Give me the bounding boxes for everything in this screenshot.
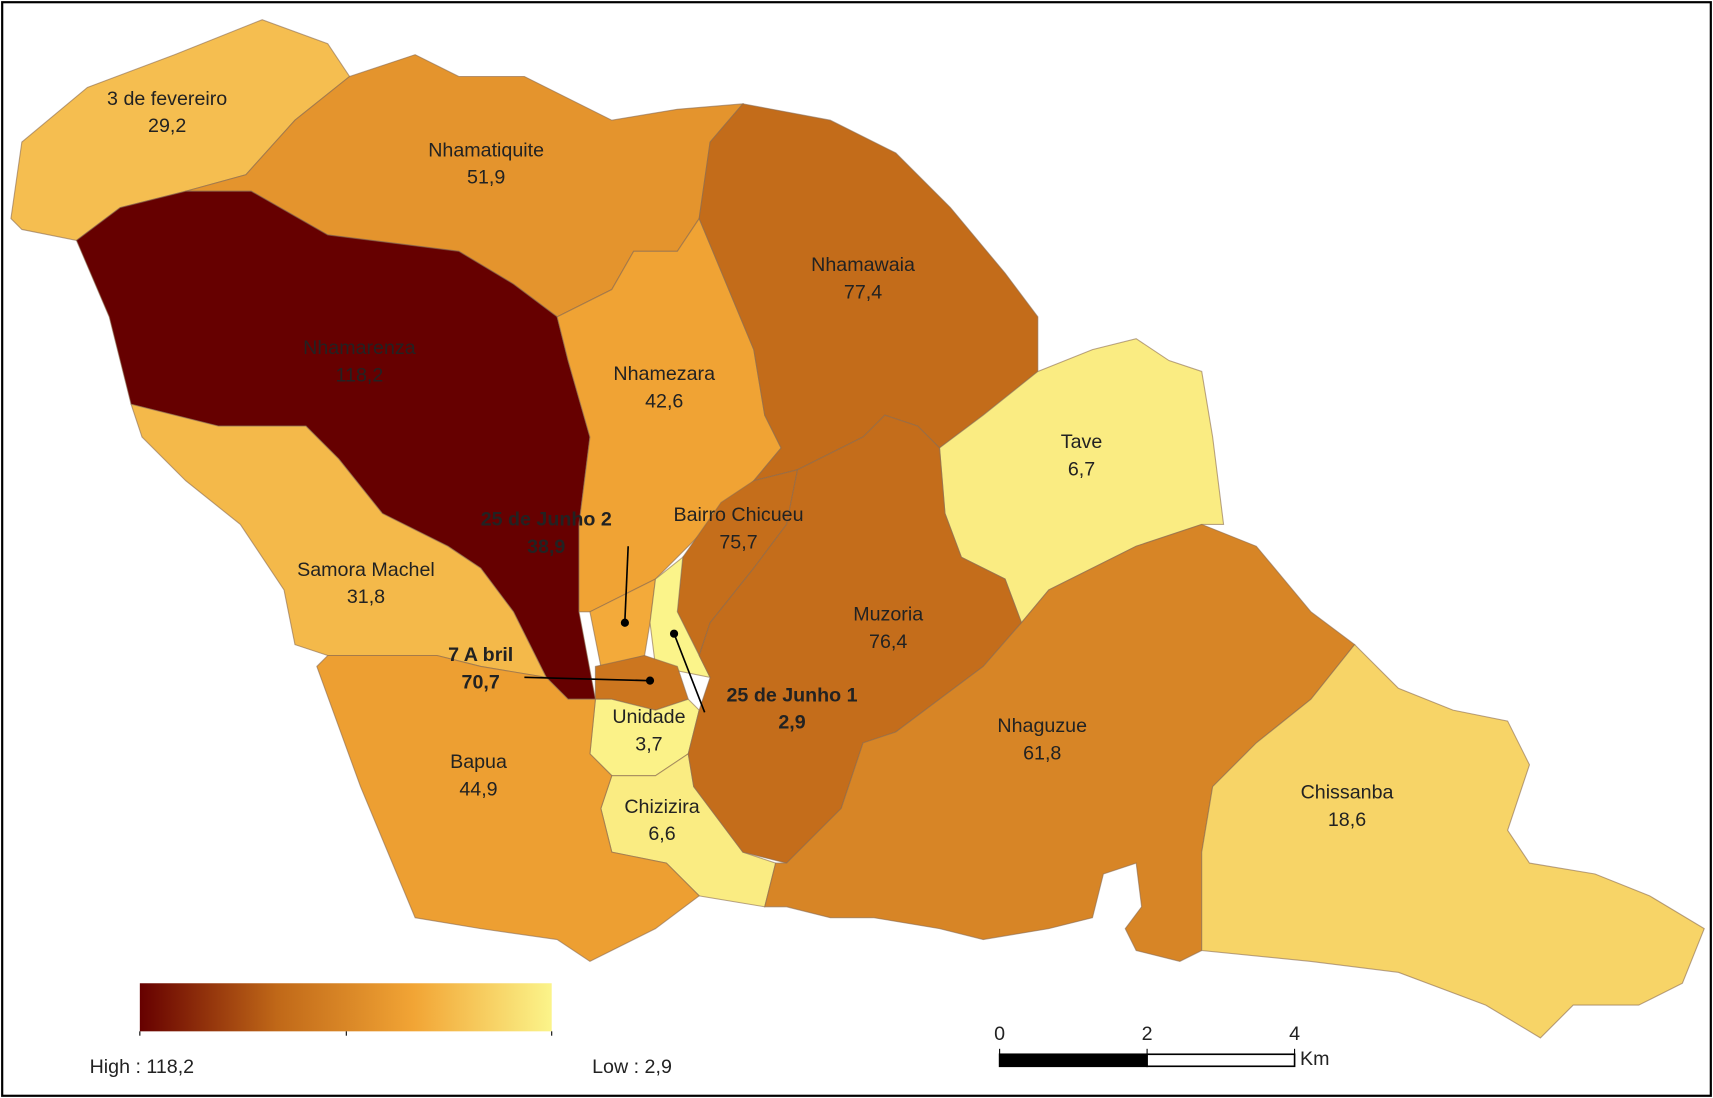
- region-name: Nhamatiquite: [428, 139, 544, 161]
- leader-dot: [645, 676, 655, 685]
- region-name: 25 de Junho 2: [481, 509, 612, 531]
- leader-line: [673, 633, 706, 713]
- region-name: Tave: [1061, 431, 1103, 453]
- region-name: Nhaguzue: [997, 715, 1087, 737]
- region-value: 75,7: [719, 531, 757, 553]
- labels: 3 de fevereiro 29,2 Nhamatiquite 51,9 Nhamar…: [107, 88, 1393, 845]
- leader-dot: [669, 629, 679, 638]
- legend-low: Low : 2,9: [592, 1056, 672, 1078]
- region-name: Nhamarenza: [303, 337, 416, 359]
- region-name: Samora Machel: [297, 559, 435, 581]
- leader-line: [524, 676, 651, 682]
- legend-ramp: [139, 983, 552, 1032]
- region-value: 6,6: [648, 823, 675, 845]
- regions: [10, 19, 1705, 1039]
- region-value: 42,6: [645, 391, 683, 413]
- leader-lines: [524, 546, 706, 713]
- scale-unit: Km: [1300, 1048, 1329, 1070]
- region-name: Bapua: [450, 751, 507, 773]
- region-value: 29,2: [148, 115, 186, 137]
- region-value: 51,9: [467, 167, 505, 189]
- scale-tick-label: 4: [1289, 1023, 1300, 1045]
- legend-ticks: [139, 1031, 553, 1036]
- region: [316, 654, 701, 963]
- scale-tick-label: 0: [994, 1023, 1005, 1045]
- region-value: 44,9: [459, 778, 497, 800]
- region-value: 6,7: [1068, 458, 1095, 480]
- leader-dot: [620, 618, 629, 627]
- region-name: 25 de Junho 1: [727, 684, 858, 706]
- region-value: 70,7: [462, 671, 500, 693]
- scale-tick-label: 2: [1142, 1023, 1153, 1045]
- region-name: Nhamawaia: [811, 254, 915, 276]
- region-value: 31,8: [347, 586, 385, 608]
- legend-high: High : 118,2: [90, 1056, 195, 1078]
- region-value: 61,8: [1023, 742, 1061, 764]
- scale-bar: 0 2 4Km: [994, 1023, 1329, 1070]
- region-name: Chizizira: [624, 796, 699, 818]
- region-value: 3,7: [635, 734, 662, 756]
- region-value: 2,9: [778, 712, 805, 734]
- region-value: 76,4: [869, 631, 907, 653]
- region-name: Nhamezara: [613, 363, 715, 385]
- scale-segment: [998, 1053, 1148, 1068]
- region-name: Muzoria: [853, 604, 923, 626]
- region-name: Chissanba: [1301, 782, 1394, 804]
- leader-line: [624, 546, 629, 621]
- region: [764, 523, 1356, 962]
- scale-segment: [1146, 1053, 1296, 1068]
- region-name: Unidade: [612, 706, 685, 728]
- region: [1201, 643, 1705, 1039]
- region-value: 118,2: [336, 364, 384, 386]
- region-value: 38,9: [527, 536, 565, 558]
- region-name: 7 A bril: [448, 644, 513, 666]
- region-value: 18,6: [1328, 809, 1366, 831]
- region-name: Bairro Chicueu: [674, 504, 804, 526]
- region-name: 3 de fevereiro: [107, 88, 227, 110]
- region-value: 77,4: [844, 281, 882, 303]
